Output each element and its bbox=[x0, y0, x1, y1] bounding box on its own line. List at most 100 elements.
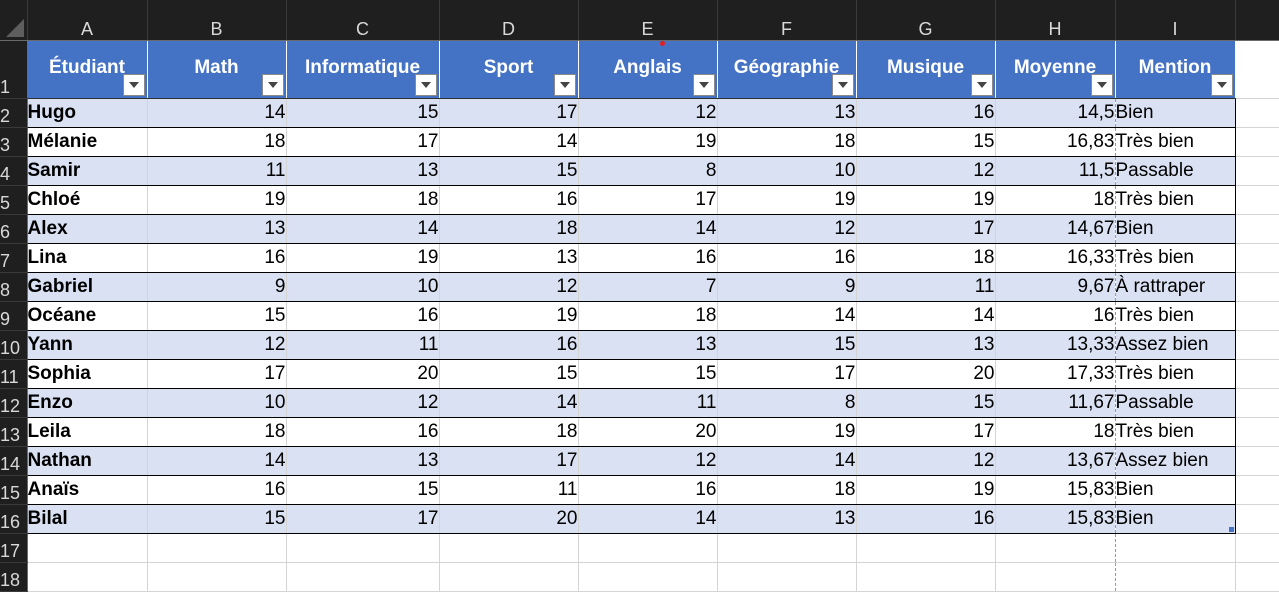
data-cell[interactable]: 11,67 bbox=[995, 388, 1116, 418]
data-cell[interactable]: Bien bbox=[1115, 214, 1236, 244]
data-cell[interactable]: Sophia bbox=[27, 359, 148, 389]
data-cell[interactable]: 11 bbox=[439, 475, 579, 505]
data-cell[interactable]: 16 bbox=[717, 243, 857, 273]
empty-cell[interactable] bbox=[1115, 533, 1236, 563]
header-cell[interactable]: Moyenne bbox=[995, 40, 1116, 99]
data-cell[interactable]: Passable bbox=[1115, 156, 1236, 186]
filter-dropdown-button[interactable] bbox=[970, 73, 993, 96]
data-cell[interactable]: 10 bbox=[286, 272, 440, 302]
filter-dropdown-button[interactable] bbox=[831, 73, 854, 96]
empty-cell[interactable] bbox=[578, 533, 718, 563]
data-cell[interactable]: 14,67 bbox=[995, 214, 1116, 244]
data-cell[interactable]: 20 bbox=[578, 417, 718, 447]
data-cell[interactable]: 12 bbox=[578, 446, 718, 476]
data-cell[interactable]: 9 bbox=[717, 272, 857, 302]
data-cell[interactable]: 19 bbox=[856, 475, 996, 505]
column-header-G[interactable]: G bbox=[856, 0, 996, 41]
empty-cell[interactable] bbox=[856, 533, 996, 563]
data-cell[interactable]: 19 bbox=[286, 243, 440, 273]
data-cell[interactable]: 14 bbox=[439, 388, 579, 418]
data-cell[interactable]: 15 bbox=[147, 301, 287, 331]
empty-cell[interactable] bbox=[1235, 475, 1279, 505]
row-header[interactable]: 11 bbox=[0, 359, 28, 389]
filter-dropdown-button[interactable] bbox=[1210, 73, 1233, 96]
row-header[interactable]: 18 bbox=[0, 562, 28, 592]
data-cell[interactable]: Très bien bbox=[1115, 359, 1236, 389]
data-cell[interactable]: 13 bbox=[717, 98, 857, 128]
data-cell[interactable]: 17 bbox=[439, 446, 579, 476]
data-cell[interactable]: Gabriel bbox=[27, 272, 148, 302]
column-header-I[interactable]: I bbox=[1115, 0, 1236, 41]
data-cell[interactable]: 19 bbox=[439, 301, 579, 331]
empty-cell[interactable] bbox=[1235, 330, 1279, 360]
empty-cell[interactable] bbox=[1235, 359, 1279, 389]
data-cell[interactable]: 17 bbox=[856, 214, 996, 244]
data-cell[interactable]: 12 bbox=[856, 446, 996, 476]
data-cell[interactable]: Très bien bbox=[1115, 185, 1236, 215]
data-cell[interactable]: 16 bbox=[286, 417, 440, 447]
column-header-E[interactable]: E bbox=[578, 0, 718, 41]
row-header[interactable]: 17 bbox=[0, 533, 28, 563]
data-cell[interactable]: 13 bbox=[578, 330, 718, 360]
data-cell[interactable]: 14 bbox=[717, 446, 857, 476]
table-resize-handle[interactable] bbox=[1229, 527, 1234, 532]
data-cell[interactable]: 20 bbox=[286, 359, 440, 389]
data-cell[interactable]: 16 bbox=[286, 301, 440, 331]
data-cell[interactable]: 15,83 bbox=[995, 504, 1116, 534]
row-header[interactable]: 1 bbox=[0, 40, 28, 99]
empty-cell[interactable] bbox=[286, 562, 440, 592]
data-cell[interactable]: Assez bien bbox=[1115, 330, 1236, 360]
data-cell[interactable]: 13 bbox=[286, 156, 440, 186]
data-cell[interactable]: 16 bbox=[578, 243, 718, 273]
data-cell[interactable]: 7 bbox=[578, 272, 718, 302]
data-cell[interactable]: 19 bbox=[578, 127, 718, 157]
data-cell[interactable]: Chloé bbox=[27, 185, 148, 215]
column-header-H[interactable]: H bbox=[995, 0, 1116, 41]
empty-cell[interactable] bbox=[1235, 446, 1279, 476]
row-header[interactable]: 12 bbox=[0, 388, 28, 418]
data-cell[interactable]: 15,83 bbox=[995, 475, 1116, 505]
data-cell[interactable]: 18 bbox=[995, 417, 1116, 447]
row-header[interactable]: 8 bbox=[0, 272, 28, 302]
data-cell[interactable]: 12 bbox=[147, 330, 287, 360]
data-cell[interactable]: 18 bbox=[147, 417, 287, 447]
data-cell[interactable]: 19 bbox=[717, 417, 857, 447]
row-header[interactable]: 6 bbox=[0, 214, 28, 244]
data-cell[interactable]: 13 bbox=[286, 446, 440, 476]
empty-cell[interactable] bbox=[1235, 272, 1279, 302]
empty-cell[interactable] bbox=[1235, 127, 1279, 157]
header-cell[interactable]: Sport bbox=[439, 40, 579, 99]
data-cell[interactable]: Très bien bbox=[1115, 127, 1236, 157]
data-cell[interactable]: 11 bbox=[856, 272, 996, 302]
data-cell[interactable]: 9 bbox=[147, 272, 287, 302]
row-header[interactable]: 15 bbox=[0, 475, 28, 505]
data-cell[interactable]: 12 bbox=[439, 272, 579, 302]
data-cell[interactable]: 13 bbox=[439, 243, 579, 273]
data-cell[interactable]: 13 bbox=[717, 504, 857, 534]
data-cell[interactable]: 13 bbox=[147, 214, 287, 244]
data-cell[interactable]: 16,83 bbox=[995, 127, 1116, 157]
empty-cell[interactable] bbox=[27, 533, 148, 563]
data-cell[interactable]: 14 bbox=[578, 214, 718, 244]
data-cell[interactable]: 8 bbox=[717, 388, 857, 418]
data-cell[interactable]: 19 bbox=[856, 185, 996, 215]
data-cell[interactable]: 17 bbox=[286, 504, 440, 534]
empty-cell[interactable] bbox=[439, 562, 579, 592]
data-cell[interactable]: 15 bbox=[147, 504, 287, 534]
filter-dropdown-button[interactable] bbox=[122, 73, 145, 96]
row-header[interactable]: 9 bbox=[0, 301, 28, 331]
data-cell[interactable]: 18 bbox=[147, 127, 287, 157]
data-cell[interactable]: 15 bbox=[856, 127, 996, 157]
empty-cell[interactable] bbox=[995, 533, 1116, 563]
column-header-F[interactable]: F bbox=[717, 0, 857, 41]
empty-cell[interactable] bbox=[1235, 40, 1279, 99]
select-all-button[interactable] bbox=[0, 0, 28, 41]
data-cell[interactable]: 17 bbox=[856, 417, 996, 447]
data-cell[interactable]: 15 bbox=[286, 475, 440, 505]
filter-dropdown-button[interactable] bbox=[553, 73, 576, 96]
data-cell[interactable]: 8 bbox=[578, 156, 718, 186]
data-cell[interactable]: 12 bbox=[286, 388, 440, 418]
row-header[interactable]: 3 bbox=[0, 127, 28, 157]
header-cell[interactable]: Musique bbox=[856, 40, 996, 99]
data-cell[interactable]: Alex bbox=[27, 214, 148, 244]
